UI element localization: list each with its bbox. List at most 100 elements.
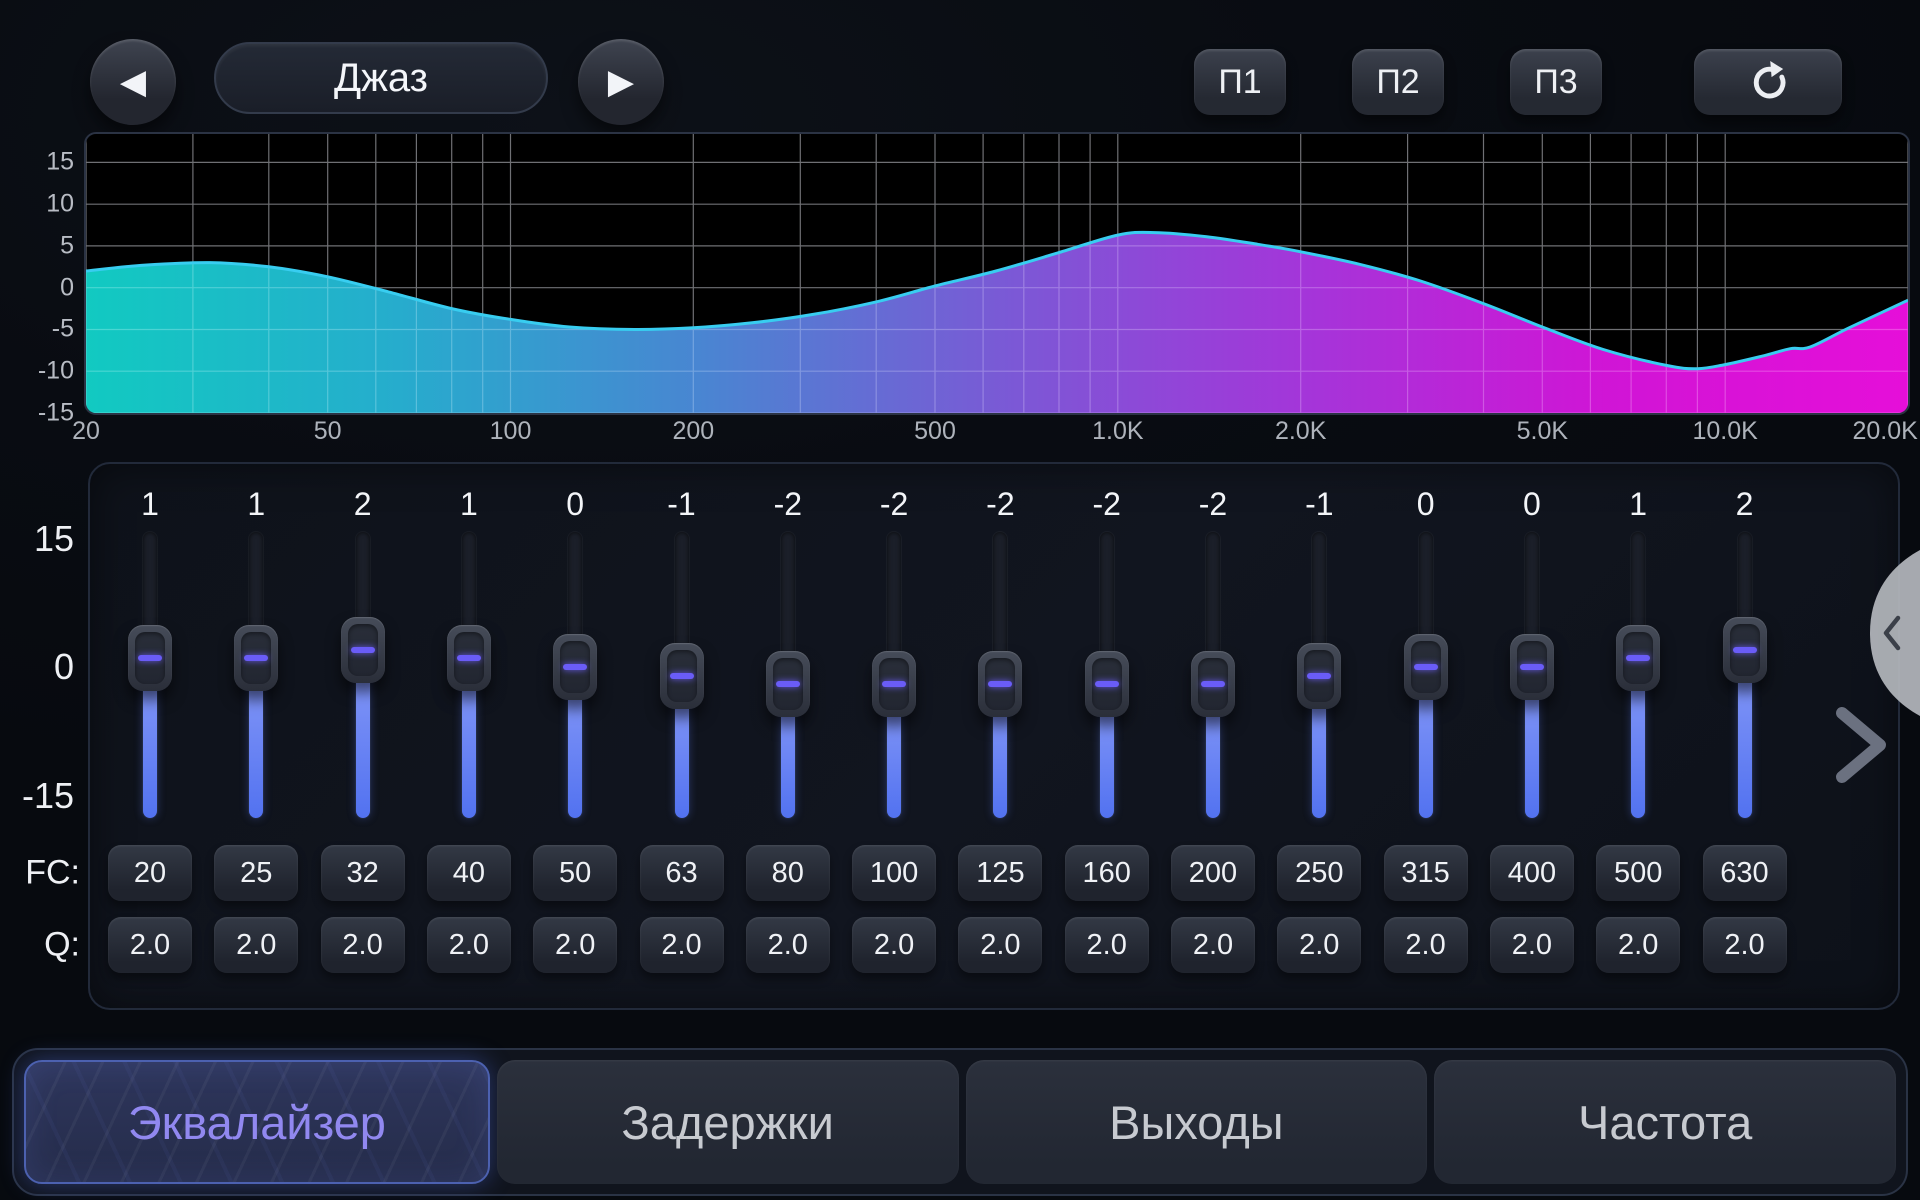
freq-tick-label: 50	[313, 417, 342, 445]
memory-button-2[interactable]: П2	[1352, 49, 1444, 115]
tab-outputs[interactable]: Выходы	[965, 1060, 1428, 1184]
band-slider-fill	[993, 704, 1008, 818]
band-slider-thumb[interactable]	[553, 634, 598, 700]
band-gain-value: 0	[566, 486, 585, 522]
band-slider-fill	[1524, 687, 1539, 818]
eq-curve	[86, 134, 1908, 413]
tab-delays[interactable]: Задержки	[496, 1060, 959, 1184]
preset-next-button[interactable]: ▶	[578, 39, 664, 125]
arrow-left-icon: ◀	[119, 63, 147, 101]
band-slider-thumb[interactable]	[659, 642, 704, 709]
band-slider-thumb[interactable]	[1722, 616, 1767, 683]
band-q-button[interactable]: 2.0	[108, 917, 192, 973]
band-fc-button[interactable]: 40	[426, 845, 511, 901]
band-fc-button[interactable]: 315	[1383, 845, 1468, 901]
memory-button-3[interactable]: П3	[1510, 49, 1602, 115]
tab-frequency[interactable]: Частота	[1434, 1060, 1896, 1184]
slider-scale-label: 0	[53, 646, 74, 687]
band-fc-button[interactable]: 50	[533, 845, 618, 901]
slider-scale-label: -15	[21, 775, 74, 816]
band-fc-button[interactable]: 63	[639, 845, 724, 901]
band-q-button[interactable]: 2.0	[639, 917, 724, 973]
band-slider-thumb[interactable]	[446, 625, 491, 692]
band-q-button[interactable]: 2.0	[1064, 917, 1149, 973]
bottom-tab-bar: Эквалайзер Задержки Выходы Частота	[12, 1048, 1908, 1196]
band-q-button[interactable]: 2.0	[958, 917, 1043, 973]
band-fc-button[interactable]: 630	[1702, 845, 1787, 901]
band-q-button[interactable]: 2.0	[426, 917, 511, 973]
band-q-button[interactable]: 2.0	[852, 917, 937, 973]
band-slider-thumb[interactable]	[1403, 634, 1448, 700]
band-slider-fill	[568, 687, 583, 818]
band-q-button[interactable]: 2.0	[1277, 917, 1362, 973]
band-slider-fill	[355, 669, 370, 818]
band-slider-thumb[interactable]	[1616, 625, 1661, 692]
reset-icon	[1753, 61, 1786, 99]
band-fc-button[interactable]: 125	[958, 845, 1043, 901]
band-fc-button[interactable]: 200	[1171, 845, 1255, 901]
band-q-button[interactable]: 2.0	[1383, 917, 1468, 973]
band-slider-thumb[interactable]	[872, 651, 917, 718]
band-slider-fill	[1631, 678, 1646, 818]
fc-row-label: FC:	[25, 853, 80, 892]
band-slider-thumb[interactable]	[765, 651, 810, 718]
side-drawer-handle[interactable]	[1858, 548, 1920, 718]
band-fc-button[interactable]: 32	[320, 845, 405, 901]
band-fc-button[interactable]: 400	[1489, 845, 1574, 901]
band-q-button[interactable]: 2.0	[1702, 917, 1787, 973]
band-slider-thumb[interactable]	[1191, 651, 1235, 718]
q-row-label: Q:	[44, 925, 80, 964]
band-fc-button[interactable]: 25	[214, 845, 299, 901]
freq-tick-label: 1.0K	[1092, 417, 1144, 445]
band-slider-thumb[interactable]	[1297, 642, 1342, 709]
tab-equalizer[interactable]: Эквалайзер	[24, 1060, 490, 1184]
freq-tick-label: 2.0K	[1274, 417, 1327, 445]
band-slider-thumb[interactable]	[1084, 651, 1129, 718]
band-gain-value: -2	[1198, 486, 1228, 522]
db-tick-label: 15	[46, 147, 74, 176]
band-q-button[interactable]: 2.0	[214, 917, 299, 973]
scroll-bands-right-button[interactable]	[1826, 703, 1898, 787]
band-q-button[interactable]: 2.0	[1596, 917, 1681, 973]
band-q-button[interactable]: 2.0	[1489, 917, 1574, 973]
band-slider-fill	[1312, 695, 1327, 818]
band-slider-fill	[461, 678, 476, 818]
band-gain-value: 2	[353, 486, 372, 522]
db-tick-label: 0	[60, 273, 74, 302]
band-slider-thumb[interactable]	[128, 625, 172, 692]
band-slider-fill	[674, 695, 689, 818]
band-gain-value: -1	[667, 486, 696, 522]
band-fc-button[interactable]: 80	[745, 845, 830, 901]
band-slider-fill	[1206, 704, 1220, 818]
band-gain-value: 1	[1629, 486, 1648, 522]
band-slider-fill	[887, 704, 902, 818]
band-q-button[interactable]: 2.0	[1171, 917, 1255, 973]
band-slider-fill	[249, 678, 264, 818]
db-tick-label: -15	[37, 398, 74, 427]
reset-button[interactable]	[1694, 49, 1842, 115]
band-gain-value: 0	[1522, 486, 1541, 522]
band-slider-thumb[interactable]	[978, 651, 1023, 718]
band-fc-button[interactable]: 500	[1596, 845, 1681, 901]
band-q-button[interactable]: 2.0	[533, 917, 618, 973]
band-slider-thumb[interactable]	[340, 616, 385, 683]
band-fc-button[interactable]: 160	[1064, 845, 1149, 901]
memory-button-1[interactable]: П1	[1194, 49, 1286, 115]
band-slider-thumb[interactable]	[1509, 634, 1554, 700]
freq-tick-label: 10.0K	[1692, 417, 1758, 445]
band-q-button[interactable]: 2.0	[320, 917, 405, 973]
band-slider-fill	[780, 704, 795, 818]
freq-tick-label: 200	[672, 417, 715, 445]
band-slider-fill	[143, 678, 157, 818]
slider-scale-label: 15	[33, 518, 74, 559]
freq-tick-label: 5.0K	[1516, 417, 1569, 445]
band-fc-button[interactable]: 20	[108, 845, 192, 901]
preset-selector[interactable]: Джаз	[214, 42, 548, 114]
preset-prev-button[interactable]: ◀	[90, 39, 176, 125]
band-slider-thumb[interactable]	[234, 625, 279, 692]
band-q-button[interactable]: 2.0	[745, 917, 830, 973]
band-gain-value: -2	[986, 486, 1015, 522]
band-fc-button[interactable]: 100	[852, 845, 937, 901]
band-fc-button[interactable]: 250	[1277, 845, 1362, 901]
